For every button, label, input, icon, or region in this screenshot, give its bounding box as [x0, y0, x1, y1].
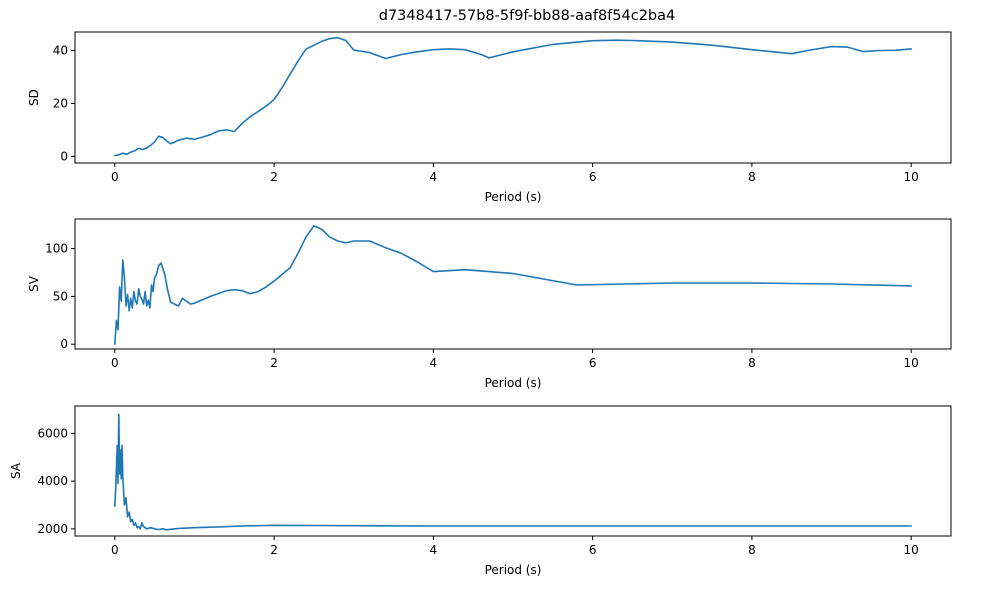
- sd-x-tick-label: 2: [270, 170, 278, 184]
- sa-x-tick-label: 0: [111, 543, 119, 557]
- subplot-sd: 0 2 4 6 8 10 0 20 40 Period (s) SD: [27, 31, 952, 204]
- sv-y-tick-label: 50: [53, 289, 68, 303]
- sd-axes-frame: [74, 31, 952, 164]
- sd-y-tick-label: 0: [60, 149, 68, 163]
- sv-y-axis-label: SV: [27, 275, 41, 292]
- sv-x-tick-label: 2: [270, 356, 278, 370]
- sd-series-line: [114, 36, 913, 157]
- sd-y-axis-label: SD: [27, 89, 41, 106]
- sa-x-tick-label: 10: [904, 543, 919, 557]
- sv-x-tick-label: 10: [904, 356, 919, 370]
- sd-x-tick-label: 8: [748, 170, 756, 184]
- sa-x-tick-label: 4: [430, 543, 438, 557]
- sv-x-tick-label: 0: [111, 356, 119, 370]
- sv-x-tick-label: 8: [748, 356, 756, 370]
- sa-x-tick-label: 8: [748, 543, 756, 557]
- sv-series-line: [114, 224, 913, 346]
- sd-x-tick-label: 4: [430, 170, 438, 184]
- sa-y-tick-label: 2000: [37, 522, 68, 536]
- sd-y-tick-label: 20: [53, 96, 68, 110]
- subplot-sa: 0 2 4 6 8 10 2000 4000 6000 Period (s) SA: [9, 405, 952, 577]
- sv-y-tick-label: 0: [60, 337, 68, 351]
- sa-axes-frame: [74, 405, 952, 537]
- sa-x-tick-label: 6: [589, 543, 597, 557]
- sa-x-tick-label: 2: [270, 543, 278, 557]
- sd-x-tick-label: 10: [904, 170, 919, 184]
- sv-axes-frame: [74, 218, 952, 350]
- sd-x-axis-label: Period (s): [485, 190, 542, 204]
- sv-y-tick-label: 100: [45, 242, 68, 256]
- sa-y-axis-label: SA: [9, 462, 23, 479]
- sa-y-tick-label: 4000: [37, 474, 68, 488]
- sv-x-axis-label: Period (s): [485, 376, 542, 390]
- sv-x-tick-label: 4: [430, 356, 438, 370]
- sd-x-tick-label: 6: [589, 170, 597, 184]
- sd-x-tick-label: 0: [111, 170, 119, 184]
- chart-title: d7348417-57b8-5f9f-bb88-aaf8f54c2ba4: [379, 8, 676, 24]
- sa-series-line: [114, 413, 913, 531]
- sd-y-tick-label: 40: [53, 44, 68, 58]
- sv-x-tick-label: 6: [589, 356, 597, 370]
- sa-y-tick-label: 6000: [37, 426, 68, 440]
- sa-x-axis-label: Period (s): [485, 563, 542, 577]
